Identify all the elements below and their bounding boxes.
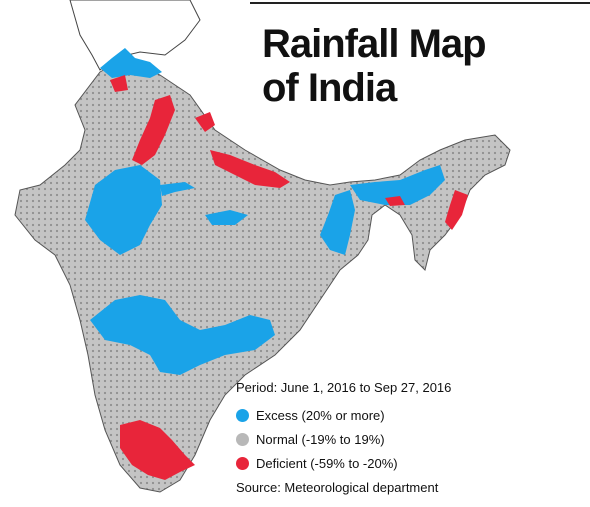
region-deficient-northeast-small [385,196,405,206]
legend-label-excess: Excess (20% or more) [256,407,385,423]
region-deficient-uttarakhand [195,112,215,132]
region-excess-central-small [205,210,248,225]
legend-source: Source: Meteorological department [236,480,439,495]
excess-swatch [236,408,249,422]
region-excess-central-band [160,182,195,196]
legend-period: Period: June 1, 2016 to Sep 27, 2016 [236,380,452,395]
deficient-swatch [236,456,249,470]
region-kashmir-white [69,0,201,71]
title-line-2: of India [262,66,397,110]
title-line-1: Rainfall Map [262,22,487,66]
region-deficient-punjab-haryana [132,95,175,165]
region-excess-east-bengal [320,190,355,255]
top-rule [250,2,590,4]
legend-item-normal: Normal (-19% to 19%) [236,427,451,451]
region-deficient-kashmir [110,75,128,92]
region-excess-northeast [350,165,445,205]
region-excess-kashmir [100,48,162,78]
region-deficient-uttar-pradesh [210,150,290,188]
legend-label-deficient: Deficient (-59% to -20%) [256,455,398,471]
legend-label-normal: Normal (-19% to 19%) [256,431,385,447]
legend-item-deficient: Deficient (-59% to -20%) [236,451,451,475]
region-excess-south-central [90,295,275,375]
region-deficient-karnataka [120,420,195,480]
legend-item-excess: Excess (20% or more) [236,403,451,427]
region-excess-west-central [85,165,162,255]
region-deficient-northeast-strip [445,190,468,230]
map-title: Rainfall Map of India [262,22,487,110]
normal-swatch [236,432,249,446]
legend: Period: June 1, 2016 to Sep 27, 2016 Exc… [236,380,451,495]
